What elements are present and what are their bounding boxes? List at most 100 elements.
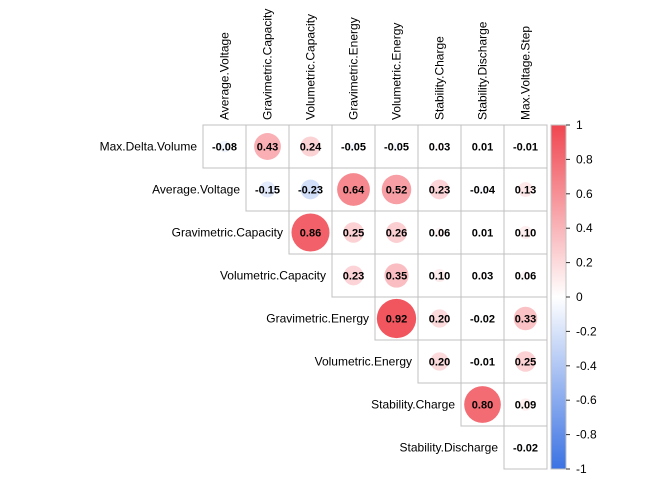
correlation-circle [522,444,529,451]
row-label-volumetric-capacity: Volumetric.Capacity [220,269,326,283]
row-label-stability-charge: Stability.Charge [371,398,455,412]
column-label-volumetric-capacity: Volumetric.Capacity [304,14,318,120]
correlation-circle [515,351,536,372]
legend-tick-label: -0.6 [576,393,597,407]
correlation-value: -0.02 [470,314,495,326]
corr-cell-volumetric-energy-max-voltage-step: 0.25 [503,339,548,384]
correlation-value: 0.06 [429,228,450,240]
correlation-value: 0.09 [515,400,536,412]
column-label-gravimetric-energy: Gravimetric.Energy [347,17,361,120]
correlation-value: -0.23 [298,185,323,197]
corr-cell-gravimetric-energy-max-voltage-step: 0.33 [503,296,548,341]
correlation-value: -0.08 [212,142,237,154]
correlation-value: 0.23 [429,185,450,197]
correlation-circle [513,306,538,331]
correlation-value: -0.02 [513,443,538,455]
legend-tick-label: -1 [576,462,587,476]
corr-cell-average-voltage-stability-charge: 0.23 [417,167,462,212]
correlation-value: 0.03 [472,271,493,283]
corr-cell-volumetric-capacity-stability-discharge: 0.03 [460,253,505,298]
correlation-value: -0.05 [341,142,366,154]
correlation-circle [464,386,501,423]
corr-cell-max-delta-volume-gravimetric-energy: -0.05 [331,124,376,169]
corr-cell-volumetric-capacity-stability-charge: 0.10 [417,253,462,298]
correlation-circle [384,263,409,288]
corr-cell-gravimetric-capacity-max-voltage-step: 0.10 [503,210,548,255]
column-label-gravimetric-capacity: Gravimetric.Capacity [261,9,275,120]
correlation-value: 0.24 [300,142,322,154]
correlation-circle [254,133,281,160]
correlation-circle [300,179,321,200]
corr-cell-max-delta-volume-stability-discharge: 0.01 [460,124,505,169]
correlation-value: 0.10 [515,228,536,240]
correlation-circle [519,398,532,411]
correlation-value: 0.10 [429,271,450,283]
row-label-gravimetric-energy: Gravimetric.Energy [266,312,369,326]
correlation-circle [218,140,231,153]
legend-tick-label: 0.2 [576,256,593,270]
correlation-circle [480,144,485,149]
correlation-circle [433,269,446,282]
correlation-circle [376,298,417,339]
correlation-circle [343,222,364,243]
legend-color-bar [550,124,567,470]
column-label-max-voltage-step: Max.Voltage.Step [519,26,533,120]
row-label-gravimetric-capacity: Gravimetric.Capacity [172,226,283,240]
correlation-value: -0.04 [470,185,496,197]
corr-cell-max-delta-volume-average-voltage: -0.08 [202,124,247,169]
corr-cell-max-delta-volume-gravimetric-capacity: 0.43 [245,124,290,169]
legend-tick-label: -0.2 [576,324,597,338]
correlation-value: 0.20 [429,357,450,369]
correlation-circle [479,315,486,322]
column-labels: Average.Voltage Gravimetric.Capacity Volum… [218,9,533,120]
corr-cell-gravimetric-capacity-volumetric-energy: 0.26 [374,210,419,255]
corr-cell-average-voltage-max-voltage-step: 0.13 [503,167,548,212]
correlation-value: 0.43 [257,142,278,154]
column-label-stability-charge: Stability.Charge [433,36,447,120]
column-label-stability-discharge: Stability.Discharge [476,21,490,120]
correlation-value: 0.35 [386,271,407,283]
corr-cell-volumetric-capacity-volumetric-energy: 0.35 [374,253,419,298]
correlation-circle [518,182,533,197]
correlation-circle [259,181,276,198]
legend-tick-label: 1 [576,118,583,132]
correlation-value: 0.80 [472,400,493,412]
correlation-circle [430,309,449,328]
corr-cell-gravimetric-energy-volumetric-energy: 0.92 [374,296,419,341]
correlation-circle [478,185,487,194]
correlation-circle [291,213,330,252]
corr-cell-average-voltage-volumetric-energy: 0.52 [374,167,419,212]
correlation-circle [434,227,445,238]
corr-cell-gravimetric-capacity-stability-discharge: 0.01 [460,210,505,255]
row-labels: Max.Delta.Volume Average.Voltage Gravimetr… [100,140,499,455]
corr-cell-average-voltage-gravimetric-energy: 0.64 [331,167,376,212]
corr-cell-stability-charge-stability-discharge: 0.80 [460,382,505,427]
corr-cell-max-delta-volume-stability-charge: 0.03 [417,124,462,169]
correlation-cells: -0.08 0.43 0.24 -0.05 -0.05 0.03 0.01 -0.01 -0.1… [202,124,548,470]
correlation-circle [519,226,532,239]
corr-cell-volumetric-capacity-gravimetric-energy: 0.23 [331,253,376,298]
corr-cell-gravimetric-energy-stability-discharge: -0.02 [460,296,505,341]
corr-cell-gravimetric-capacity-gravimetric-energy: 0.25 [331,210,376,255]
correlation-circle [430,352,449,371]
correlation-value: 0.23 [343,271,364,283]
corr-cell-volumetric-energy-stability-discharge: -0.01 [460,339,505,384]
column-label-average-voltage: Average.Voltage [218,32,232,120]
legend-tick-label: 0.8 [576,152,593,166]
row-label-max-delta-volume: Max.Delta.Volume [100,140,198,154]
cell-border [503,296,548,341]
corr-cell-stability-charge-max-voltage-step: 0.09 [503,382,548,427]
correlation-value: 0.13 [515,185,536,197]
correlation-circle [435,142,444,151]
correlation-value: 0.86 [300,228,321,240]
row-label-volumetric-energy: Volumetric.Energy [315,355,412,369]
corr-cell-average-voltage-stability-discharge: -0.04 [460,167,505,212]
corr-cell-max-delta-volume-volumetric-capacity: 0.24 [288,124,333,169]
correlation-circle [520,270,531,281]
correlation-value: 0.25 [515,357,536,369]
correlation-circle [523,144,528,149]
correlation-value: 0.64 [343,185,365,197]
correlation-circle [337,173,370,206]
legend-tick-label: 0.4 [576,221,593,235]
correlation-value: 0.03 [429,142,450,154]
